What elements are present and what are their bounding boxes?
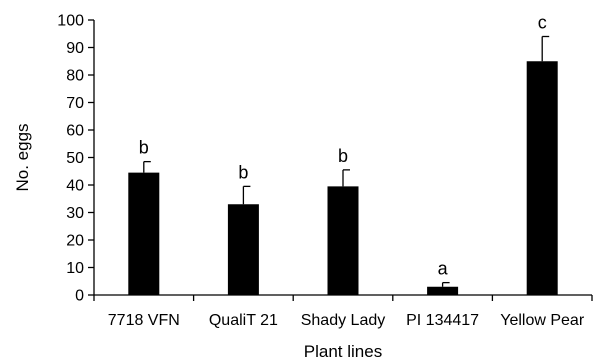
category-label: QualiT 21 [209,312,278,329]
significance-letter: a [438,259,449,279]
bar [427,286,459,295]
y-tick-label: 20 [66,233,84,250]
category-label: Yellow Pear [500,312,585,329]
significance-letters: b b b a c [139,13,547,279]
y-ticks: 0 10 20 30 40 50 60 70 80 90 100 [57,13,94,305]
x-axis-title: Plant lines [304,342,382,361]
y-tick-label: 50 [66,150,84,167]
y-tick-label: 30 [66,205,84,222]
error-bars [143,35,550,287]
bars [128,61,558,295]
y-axis-title: No. eggs [13,123,32,191]
significance-letter: b [238,162,248,182]
category-label: PI 134417 [406,312,479,329]
significance-letter: b [338,146,348,166]
significance-letter: c [538,13,547,33]
bar [227,204,259,295]
bar [128,172,160,295]
category-label: Shady Lady [301,312,386,329]
significance-letter: b [139,138,149,158]
y-tick-label: 90 [66,40,84,57]
y-tick-label: 80 [66,68,84,85]
bar [526,61,558,295]
category-labels: 7718 VFN QualiT 21 Shady Lady PI 134417 Yell… [108,312,585,329]
y-tick-label: 60 [66,123,84,140]
y-tick-label: 10 [66,260,84,277]
y-tick-label: 40 [66,178,84,195]
y-tick-label: 100 [57,13,84,30]
category-label: 7718 VFN [108,312,180,329]
y-tick-label: 70 [66,95,84,112]
x-ticks [93,295,593,301]
y-tick-label: 0 [75,288,84,305]
bar [327,186,359,295]
